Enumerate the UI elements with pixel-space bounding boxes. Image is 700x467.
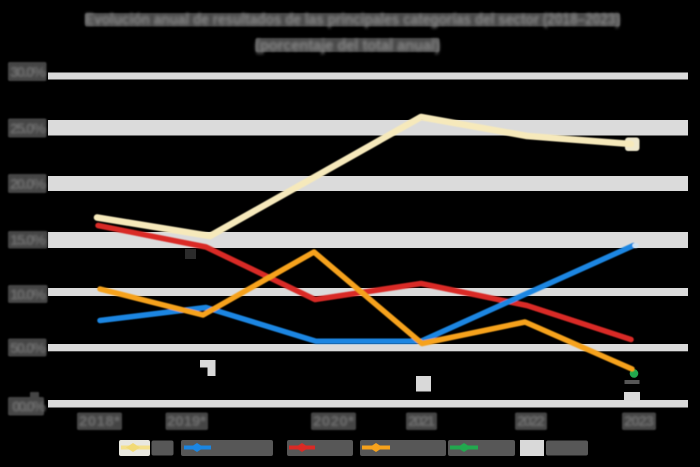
svg-text:2023: 2023 [624, 413, 654, 430]
svg-text:30.0%: 30.0% [10, 64, 46, 81]
svg-text:2020*: 2020* [313, 413, 354, 430]
svg-text:2022: 2022 [517, 413, 545, 430]
svg-text:(porcentaje del total anual): (porcentaje del total anual) [255, 38, 440, 55]
svg-text:2021: 2021 [408, 413, 435, 430]
svg-text:20.0%: 20.0% [10, 176, 46, 193]
svg-text:50.0%: 50.0% [10, 340, 46, 357]
svg-text:2019*: 2019* [167, 413, 206, 430]
svg-text:15.0%: 15.0% [10, 232, 46, 249]
svg-text:25.0%: 25.0% [10, 121, 46, 138]
svg-text:00.0%: 00.0% [12, 399, 46, 416]
svg-text:10.0%: 10.0% [10, 287, 46, 304]
svg-text:Evolución anual de resultados: Evolución anual de resultados de las pri… [85, 12, 620, 29]
svg-text:2018*: 2018* [79, 413, 120, 430]
